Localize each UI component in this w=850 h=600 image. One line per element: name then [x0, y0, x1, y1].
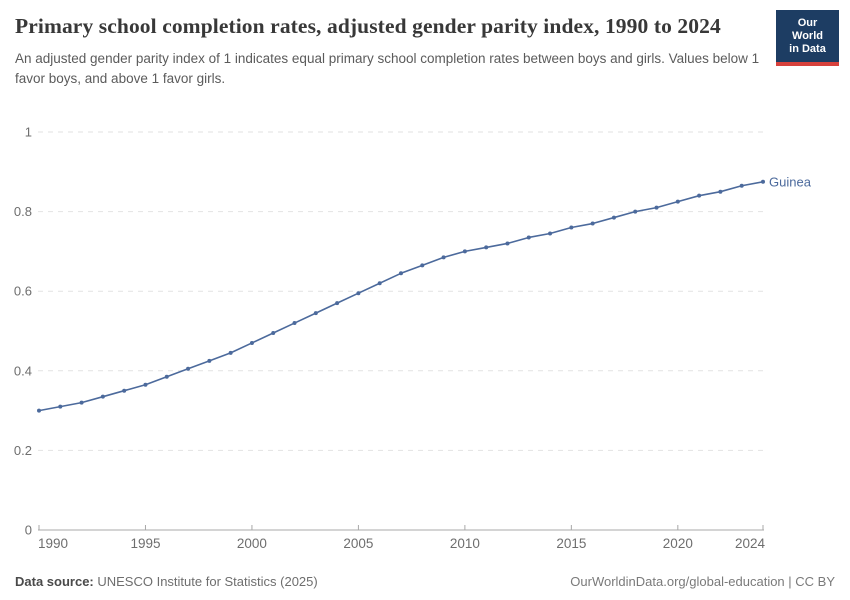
data-source-note: Data source: UNESCO Institute for Statis…: [15, 574, 318, 589]
x-tick-label: 2024: [735, 536, 766, 551]
y-tick-label: 0: [25, 523, 32, 538]
data-point[interactable]: [590, 221, 595, 226]
chart-subtitle: An adjusted gender parity index of 1 ind…: [15, 51, 760, 86]
x-tick-label: 2015: [556, 536, 586, 551]
data-point[interactable]: [335, 301, 340, 306]
data-point[interactable]: [122, 388, 127, 393]
data-point[interactable]: [611, 215, 616, 220]
data-point[interactable]: [271, 330, 276, 335]
data-point[interactable]: [526, 235, 531, 240]
data-point[interactable]: [548, 231, 553, 236]
y-tick-label: 1: [25, 125, 32, 140]
data-point[interactable]: [420, 263, 425, 268]
data-point[interactable]: [207, 358, 212, 363]
line-chart[interactable]: 0 0.2 0.4 0.6 0.8 1 1990 1995 2000 2005 2010 2015 20…: [0, 115, 850, 570]
owid-logo-line1: Our World: [792, 17, 823, 42]
owid-logo[interactable]: Our World in Data: [776, 10, 839, 66]
data-point[interactable]: [462, 249, 467, 254]
y-tick-label: 0.8: [14, 204, 32, 219]
data-point[interactable]: [164, 374, 169, 379]
x-tick-label: 2020: [663, 536, 693, 551]
data-point[interactable]: [143, 382, 148, 387]
y-tick-label: 0.6: [14, 284, 32, 299]
data-point[interactable]: [100, 394, 105, 399]
data-point[interactable]: [377, 281, 382, 286]
data-point[interactable]: [654, 205, 659, 210]
data-point[interactable]: [37, 408, 41, 413]
data-point[interactable]: [186, 366, 191, 371]
page-title: Primary school completion rates, adjuste…: [15, 14, 721, 38]
data-point[interactable]: [356, 291, 361, 296]
data-point[interactable]: [313, 311, 318, 316]
data-point[interactable]: [228, 350, 233, 355]
x-tick-label: 2000: [237, 536, 267, 551]
data-point[interactable]: [633, 209, 638, 214]
data-point[interactable]: [79, 400, 84, 405]
x-tick-label: 1990: [38, 536, 68, 551]
data-point[interactable]: [675, 199, 680, 204]
y-tick-label: 0.4: [14, 363, 32, 378]
owid-logo-line2: in Data: [789, 42, 826, 55]
data-point[interactable]: [292, 321, 297, 326]
series-label-guinea[interactable]: Guinea: [769, 174, 812, 189]
data-point[interactable]: [484, 245, 489, 250]
data-point[interactable]: [441, 255, 446, 260]
x-tick-label: 2010: [450, 536, 480, 551]
data-point[interactable]: [761, 179, 765, 184]
data-point[interactable]: [569, 225, 574, 230]
x-tick-label: 2005: [343, 536, 373, 551]
data-point[interactable]: [249, 340, 254, 345]
data-point[interactable]: [399, 271, 403, 276]
data-point[interactable]: [58, 404, 63, 409]
chart-header: Primary school completion rates, adjuste…: [15, 12, 760, 89]
data-source-text: UNESCO Institute for Statistics (2025): [93, 574, 318, 589]
data-point[interactable]: [739, 183, 744, 188]
x-tick-label: 1995: [130, 536, 160, 551]
chart-footer: Data source: UNESCO Institute for Statis…: [15, 574, 835, 589]
series-line[interactable]: [38, 180, 764, 412]
y-tick-label: 0.2: [14, 443, 32, 458]
data-point[interactable]: [697, 193, 702, 198]
data-point[interactable]: [718, 189, 723, 194]
license-link[interactable]: OurWorldinData.org/global-education | CC…: [570, 574, 835, 589]
data-point[interactable]: [505, 241, 510, 246]
data-source-label: Data source:: [15, 574, 94, 589]
chart-canvas[interactable]: 0 0.2 0.4 0.6 0.8 1 1990 1995 2000 2005 2010 2015 20…: [0, 115, 850, 565]
